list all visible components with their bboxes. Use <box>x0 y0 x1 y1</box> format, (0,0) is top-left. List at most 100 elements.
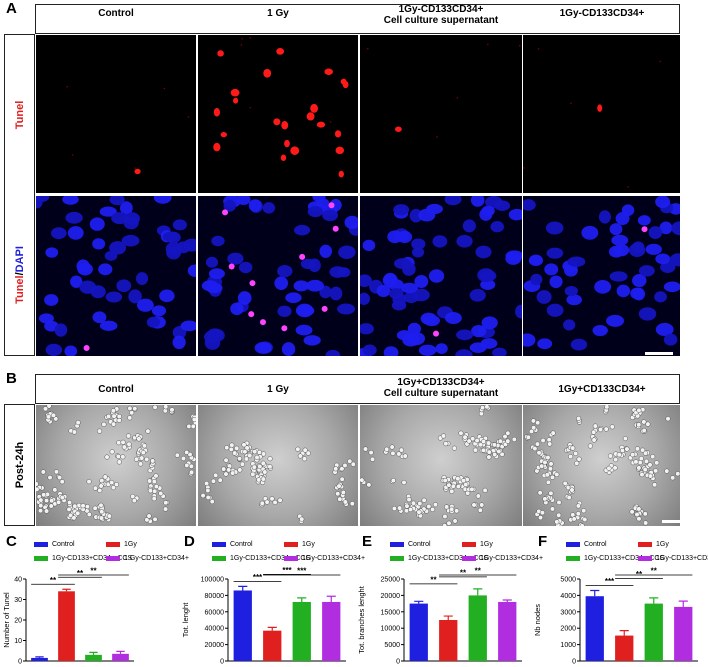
tunel-image-0 <box>36 35 196 193</box>
legend-item: 1Gy-CD133+CD34+-CCS <box>390 555 488 563</box>
dapi-image-3 <box>523 196 680 356</box>
bar-1 <box>58 591 75 661</box>
bar-3 <box>322 601 341 661</box>
y-tick-label: 20000 <box>205 642 225 649</box>
significance-label: ** <box>77 569 84 578</box>
error-bar-1 <box>62 588 71 592</box>
panel-a-header <box>35 4 680 34</box>
legend-label: 1Gy-CD133+CD34+-CCS <box>408 555 489 562</box>
row-label-tunel-dapi: Tunel/DAPI <box>13 246 26 304</box>
legend-swatch <box>212 541 226 547</box>
bar-0 <box>233 590 252 661</box>
y-tick-label: 4000 <box>560 593 576 600</box>
error-bar-1 <box>443 615 453 620</box>
panel-c-label: C <box>6 533 17 550</box>
panel-a-col-ccs: 1Gy-CD133CD34+ Cell culture supernatant <box>383 4 499 26</box>
legend-item: 1Gy <box>462 541 493 549</box>
legend-label: 1Gy <box>480 541 493 548</box>
panel-a-row-labels: Tunel Tunel/DAPI <box>4 34 35 356</box>
legend-swatch <box>462 555 476 561</box>
error-bar-0 <box>590 589 600 597</box>
legend-item: 1Gy-CD133+CD34+ <box>462 555 543 563</box>
legend-item: 1Gy-CD133+CD34+-CCS <box>566 555 664 563</box>
significance-label: ** <box>50 576 57 585</box>
legend-label: 1Gy-CD133+CD34+-CCS <box>584 555 665 562</box>
y-tick-label: 60000 <box>205 609 225 616</box>
y-tick-label: 0 <box>396 659 400 666</box>
bar-3 <box>674 606 693 661</box>
bar-1 <box>439 620 458 661</box>
bar-3 <box>498 601 517 661</box>
y-tick-label: 10000 <box>381 626 401 633</box>
legend-label: Control <box>52 541 75 548</box>
panel-b-row-label-box: Post-24h <box>4 404 35 526</box>
legend-label: 1Gy-CD133+CD34+-CCS <box>52 555 133 562</box>
tube-image-1 <box>198 405 358 526</box>
legend-label: 1Gy-CD133+CD34+-CCS <box>230 555 311 562</box>
dapi-image-0 <box>36 196 196 356</box>
y-tick-label: 1000 <box>560 642 576 649</box>
scale-bar-b <box>662 520 680 523</box>
significance-label: ** <box>460 568 467 577</box>
error-bar-2 <box>297 597 307 602</box>
legend-swatch <box>462 541 476 547</box>
legend-label: 1Gy-CD133+CD34+ <box>480 555 544 562</box>
legend-label: Control <box>584 541 607 548</box>
tunel-image-3 <box>523 35 680 193</box>
legend-label: 1Gy-CD133+CD34+ <box>302 555 366 562</box>
significance-label: *** <box>297 567 307 576</box>
significance-label: ** <box>90 567 97 576</box>
legend-item: 1Gy <box>106 541 137 549</box>
legend-item: 1 Gy-CD133+CD34+ <box>106 555 189 563</box>
y-tick-label: 10 <box>14 638 22 645</box>
legend-swatch <box>284 541 298 547</box>
y-tick-label: 25000 <box>381 577 401 584</box>
bar-2 <box>85 654 102 661</box>
panel-a-col-1gy: 1 Gy <box>267 8 289 19</box>
bar-2 <box>468 595 487 661</box>
legend-item: 1Gy-CD133+CD34+ <box>638 555 708 563</box>
error-bar-3 <box>326 595 336 602</box>
error-bar-0 <box>238 585 248 591</box>
bar-0 <box>409 603 428 661</box>
bar-0 <box>585 596 604 661</box>
legend-swatch <box>638 541 652 547</box>
legend-item: 1Gy-CD133+CD34+-CCS <box>34 555 132 563</box>
panel-b-header <box>35 374 680 404</box>
y-tick-label: 0 <box>220 659 224 666</box>
panel-a-label: A <box>6 0 17 17</box>
error-bar-2 <box>649 597 659 604</box>
legend-item: Control <box>390 541 431 549</box>
y-axis-label: Nb nodes <box>533 604 542 636</box>
error-bar-0 <box>35 656 44 658</box>
y-tick-label: 5000 <box>384 642 400 649</box>
panel-b-label: B <box>6 370 17 387</box>
y-tick-label: 30 <box>14 597 22 604</box>
legend-label: 1Gy <box>124 541 137 548</box>
legend-label: Control <box>230 541 253 548</box>
significance-label: ** <box>475 567 482 576</box>
legend-swatch <box>212 555 226 561</box>
significance-label: *** <box>253 573 263 582</box>
tunel-image-1 <box>198 35 358 193</box>
y-tick-label: 0 <box>18 659 22 666</box>
significance-label: ** <box>430 575 437 584</box>
dapi-image-2 <box>360 196 522 356</box>
y-tick-label: 3000 <box>560 609 576 616</box>
y-tick-label: 40 <box>14 577 22 584</box>
error-bar-2 <box>89 651 98 655</box>
panel-a-col-cells: 1Gy-CD133CD34+ <box>559 8 645 19</box>
legend-swatch <box>106 555 120 561</box>
chart-d: 0 20000 40000 60000 80000 100000 Tot. lenght **… <box>181 566 346 666</box>
legend-label: 1 Gy-CD133+CD34+ <box>124 555 189 562</box>
y-tick-label: 2000 <box>560 626 576 633</box>
legend-swatch <box>638 555 652 561</box>
error-bar-1 <box>619 630 629 636</box>
tube-image-3 <box>523 405 680 526</box>
bar-2 <box>644 603 663 661</box>
error-bar-2 <box>473 588 483 596</box>
panel-b-col-cells: 1Gy+CD133CD34+ <box>558 384 646 395</box>
scale-bar-a <box>645 352 673 355</box>
tunel-image-2 <box>360 35 522 193</box>
